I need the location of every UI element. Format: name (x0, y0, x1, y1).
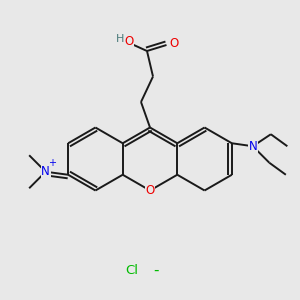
Text: O: O (170, 37, 179, 50)
Text: -: - (153, 262, 159, 278)
Text: N: N (248, 140, 257, 153)
Text: N: N (41, 165, 50, 178)
Text: +: + (48, 158, 56, 168)
Text: Cl: Cl (125, 263, 139, 277)
Text: O: O (146, 184, 154, 197)
Text: O: O (124, 34, 134, 48)
Text: H: H (116, 34, 124, 44)
